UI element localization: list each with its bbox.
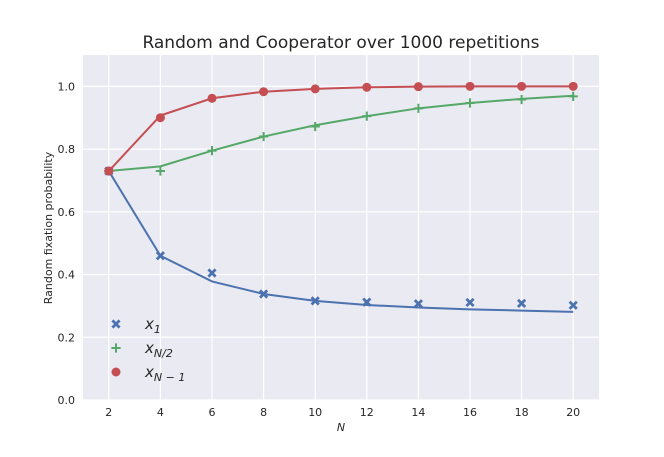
data-point (465, 297, 475, 308)
marker-stroke (517, 94, 527, 105)
data-point (104, 166, 114, 176)
series-circle (104, 81, 578, 176)
series-layer (104, 81, 578, 313)
data-point (207, 268, 217, 278)
data-point (155, 251, 165, 261)
x-tick-label: 10 (308, 406, 322, 419)
legend-marker (111, 343, 121, 353)
data-point (207, 146, 217, 156)
marker-stroke (413, 103, 423, 113)
legend-label: xN/2 (144, 339, 173, 360)
data-point (207, 93, 217, 103)
marker-stroke (155, 166, 165, 176)
marker-stroke (568, 300, 578, 310)
y-tick-label: 0.0 (58, 394, 76, 407)
marker-stroke (259, 289, 269, 299)
series-line (107, 170, 574, 313)
marker-stroke (259, 131, 269, 142)
data-point (568, 300, 578, 310)
x-axis-label: N (337, 421, 345, 434)
series-line (108, 85, 574, 172)
legend-label-main: x (144, 363, 154, 381)
data-point (517, 81, 527, 91)
x-tick-label: 6 (209, 406, 216, 419)
data-point (413, 82, 423, 92)
x-tick-label: 2 (105, 406, 112, 419)
data-point (155, 166, 165, 176)
legend-item: x1 (111, 315, 161, 336)
data-point (259, 87, 269, 97)
marker-stroke (465, 98, 475, 108)
marker-stroke (465, 297, 475, 308)
data-point (568, 91, 578, 101)
series-line (108, 94, 574, 173)
x-tick-label: 20 (566, 406, 580, 419)
y-tick-label: 0.2 (58, 331, 76, 344)
data-point (310, 121, 320, 132)
x-tick-label: 12 (360, 406, 374, 419)
legend-label-main: x (144, 315, 154, 333)
legend-label-main: x (144, 339, 154, 357)
series-x (104, 166, 578, 313)
legend-label-sub: N/2 (154, 347, 173, 360)
marker-stroke (155, 251, 165, 261)
data-point (465, 98, 475, 108)
legend-marker (111, 319, 121, 329)
data-point (568, 81, 578, 91)
marker-stroke (568, 91, 578, 101)
marker-stroke (207, 146, 217, 156)
grid (83, 55, 599, 401)
legend-label-sub: N − 1 (154, 371, 185, 384)
legend-item: xN/2 (111, 339, 173, 360)
y-tick-label: 1.0 (58, 80, 76, 93)
marker-stroke (111, 319, 121, 329)
data-point (155, 113, 165, 123)
data-point (465, 81, 475, 91)
data-point (310, 296, 320, 306)
data-point (259, 131, 269, 142)
series-plus (104, 91, 578, 176)
marker-stroke (517, 298, 527, 308)
marker-stroke (413, 299, 423, 309)
marker-stroke (111, 343, 121, 353)
marker-stroke (362, 111, 372, 121)
x-tick-label: 4 (157, 406, 164, 419)
x-tick-label: 16 (463, 406, 477, 419)
y-tick-label: 0.6 (58, 206, 76, 219)
legend-label: x1 (144, 315, 161, 336)
x-tick-label: 18 (515, 406, 529, 419)
y-tick-label: 0.4 (58, 269, 76, 282)
marker-stroke (310, 296, 320, 306)
tick-labels: 2 4 6 8 10 12 14 16 18 20 0.0 0.2 0.4 0.6 0.8 1.0 (58, 80, 581, 419)
data-point (362, 111, 372, 121)
legend-label: xN − 1 (144, 363, 185, 384)
legend-item: xN − 1 (111, 363, 185, 384)
data-point (362, 297, 372, 307)
chart-title: Random and Cooperator over 1000 repetiti… (142, 33, 539, 53)
y-axis-label: Random fixation probability (42, 151, 55, 304)
marker-stroke (207, 268, 217, 278)
legend-marker (111, 367, 121, 377)
x-tick-label: 8 (260, 406, 267, 419)
legend-label-sub: 1 (154, 323, 161, 336)
data-point (362, 82, 372, 92)
marker-stroke (310, 121, 320, 132)
data-point (413, 103, 423, 113)
x-tick-label: 14 (411, 406, 425, 419)
data-point (517, 94, 527, 105)
marker-stroke (362, 297, 372, 307)
y-tick-label: 0.8 (58, 143, 76, 156)
data-point (413, 299, 423, 309)
data-point (517, 298, 527, 308)
data-point (259, 289, 269, 299)
data-point (310, 84, 320, 94)
